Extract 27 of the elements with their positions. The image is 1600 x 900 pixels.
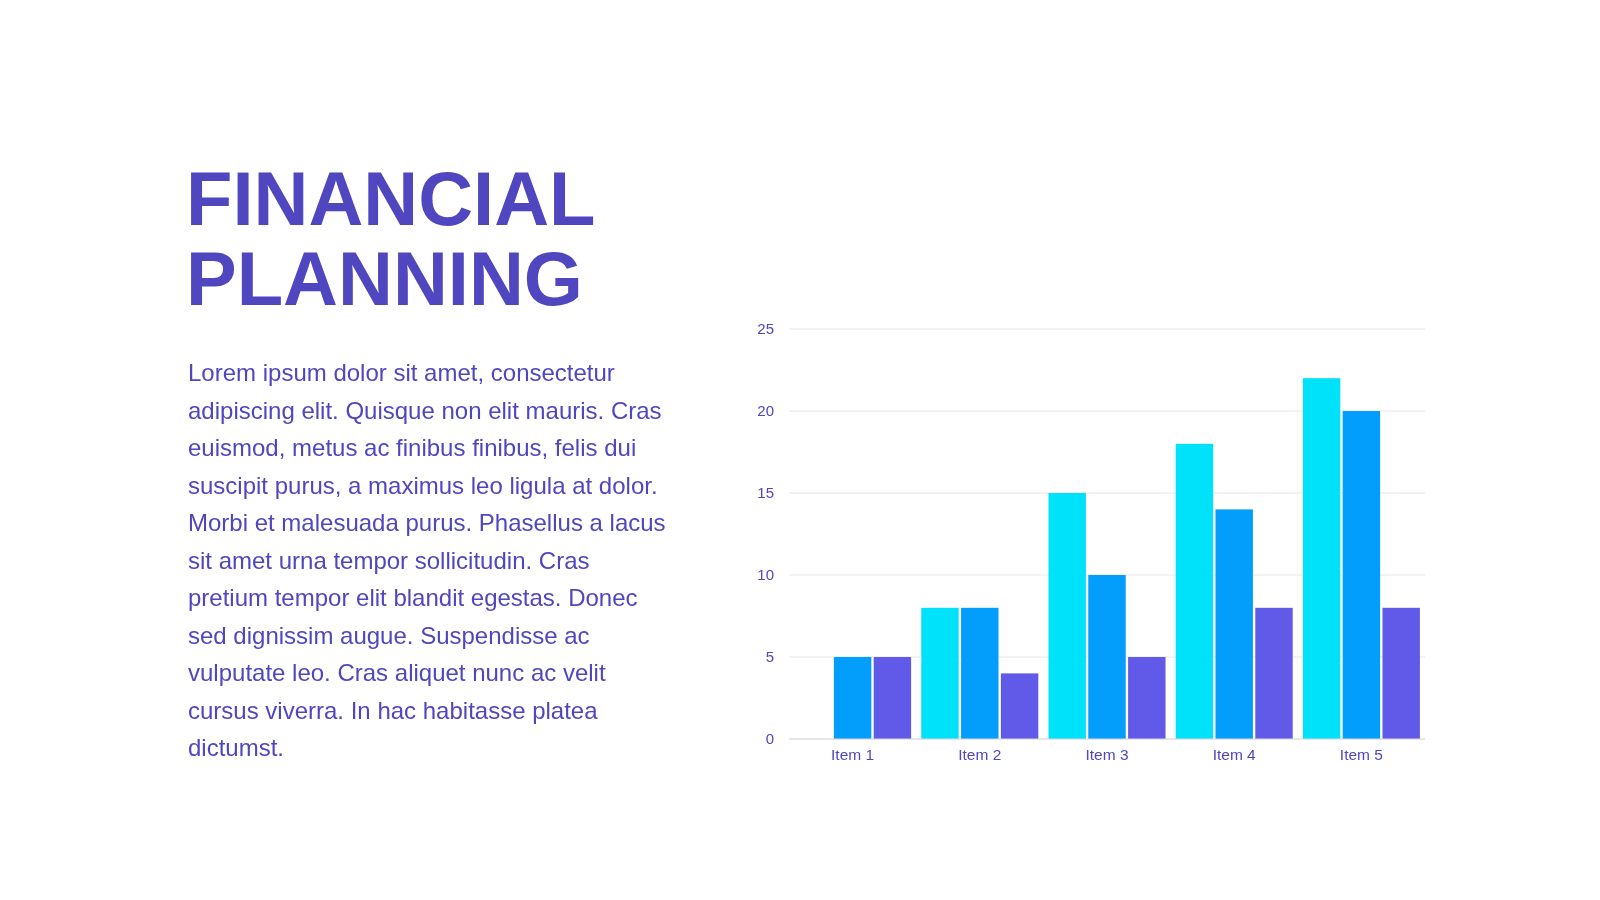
- bar: [1088, 575, 1126, 739]
- bar: [833, 657, 872, 739]
- bar: [1128, 657, 1166, 739]
- bar: [1000, 673, 1039, 739]
- bar: [1255, 607, 1293, 739]
- y-tick-label: 15: [757, 484, 774, 502]
- bar: [1342, 411, 1381, 739]
- y-tick-label: 25: [757, 320, 774, 338]
- bar: [873, 657, 912, 739]
- x-tick-label: Item 2: [958, 746, 1002, 763]
- bar: [1048, 493, 1086, 739]
- text: Lorem ipsum dolor sit amet, consectetur adipiscing elit. Quisque non elit mauris. Cras euismod, metus ac finibus finibus, felis dui suscipit purus, a maximus leo ligula at dolor. Morbi et malesuada purus. Phasellus a lacus sit amet urna tempor sollicitudin. Cras pretium tempor elit blandit egestas. Donec sed dignissim augue. Suspendisse ac vulputate leo. Cras aliquet nunc ac velit cursus viverra. In hac habitasse platea dictumst.: [188, 359, 666, 761]
- y-tick-label: 5: [765, 648, 774, 666]
- bar: [1215, 509, 1253, 739]
- bar: [961, 607, 999, 739]
- x-tick-label: Item 3: [1085, 746, 1129, 763]
- y-tick-label: 0: [765, 730, 774, 748]
- bar: [921, 607, 959, 739]
- y-tick-label: 10: [757, 566, 774, 584]
- x-tick-label: Item 1: [831, 746, 875, 763]
- x-tick-label: Item 4: [1212, 746, 1257, 763]
- x-tick-label: Item 5: [1339, 746, 1383, 763]
- chart-title: FINANCIAL PLANNING: [186, 156, 596, 321]
- y-tick-label: 20: [757, 402, 774, 420]
- bar: [1382, 607, 1420, 739]
- bar: [1175, 443, 1214, 739]
- bar: [1302, 378, 1341, 739]
